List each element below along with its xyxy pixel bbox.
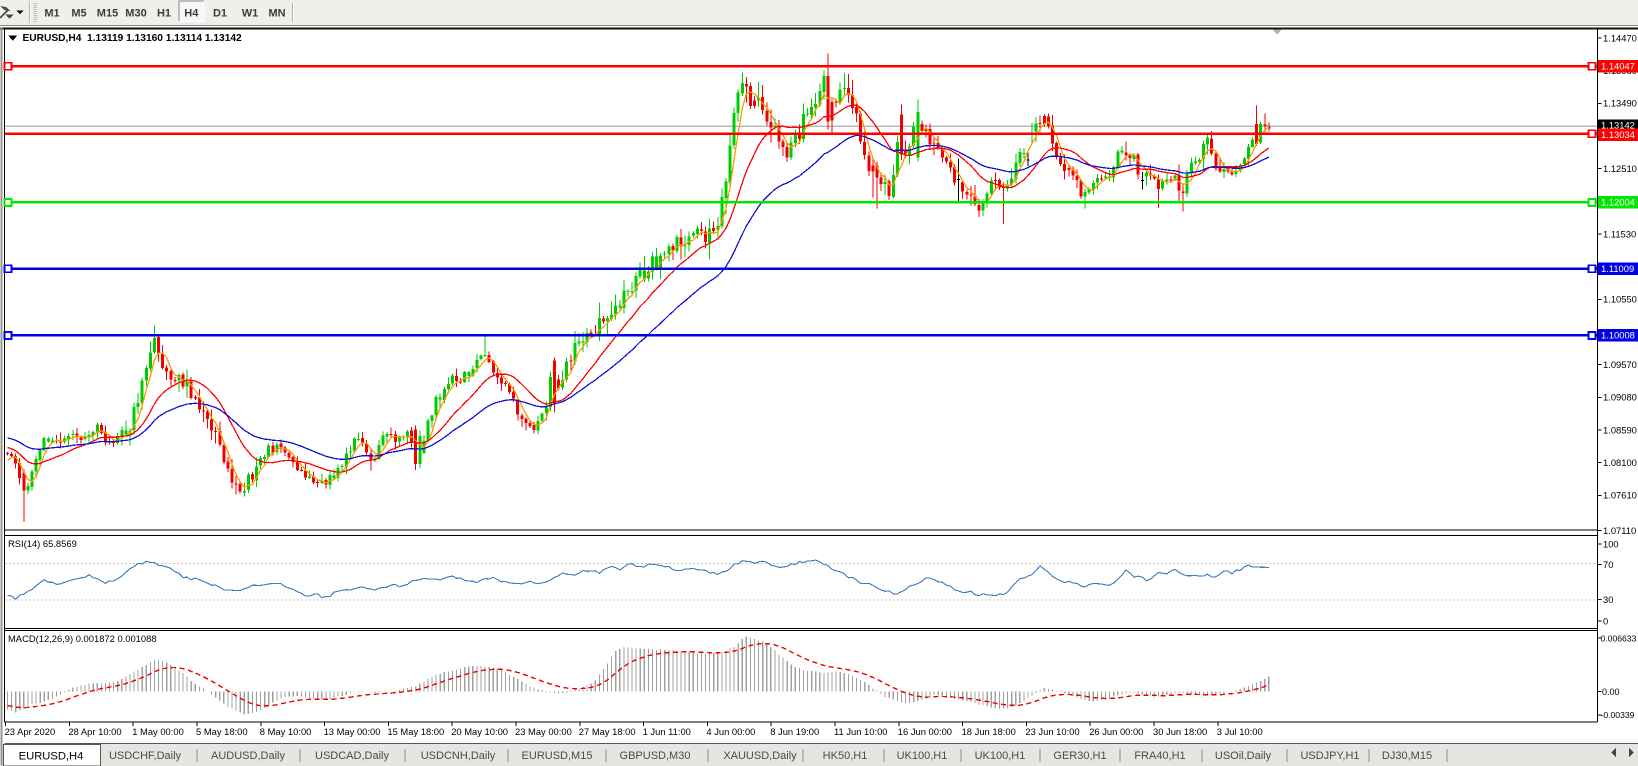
- svg-text:8 Jun 19:00: 8 Jun 19:00: [770, 726, 819, 737]
- svg-text:30: 30: [1603, 594, 1613, 605]
- svg-text:70: 70: [1603, 559, 1613, 570]
- svg-text:H4: H4: [184, 8, 199, 20]
- svg-text:8 May 10:00: 8 May 10:00: [260, 726, 312, 737]
- svg-text:1.10550: 1.10550: [1603, 294, 1637, 305]
- svg-text:EURUSD,H4 1.13119 1.13160 1.1: EURUSD,H4 1.13119 1.13160 1.13114 1.1314…: [23, 33, 243, 44]
- svg-text:15 May 18:00: 15 May 18:00: [387, 726, 444, 737]
- svg-text:MACD(12,26,9) 0.001872 0.00108: MACD(12,26,9) 0.001872 0.001088: [8, 633, 157, 644]
- svg-text:1 Jun 11:00: 1 Jun 11:00: [643, 726, 691, 737]
- svg-text:1.11530: 1.11530: [1603, 228, 1636, 239]
- svg-text:0.00: 0.00: [1602, 687, 1620, 697]
- svg-text:GER30,H1: GER30,H1: [1053, 750, 1106, 762]
- svg-text:0: 0: [1603, 615, 1608, 626]
- svg-text:18 Jun 18:00: 18 Jun 18:00: [962, 726, 1016, 737]
- svg-text:23 Jun 10:00: 23 Jun 10:00: [1025, 726, 1079, 737]
- svg-text:DJ30,M15: DJ30,M15: [1382, 750, 1432, 762]
- svg-text:1.11009: 1.11009: [1601, 263, 1634, 274]
- svg-text:1 May 00:00: 1 May 00:00: [132, 726, 184, 737]
- svg-text:USOil,Daily: USOil,Daily: [1215, 750, 1272, 762]
- svg-text:1.08590: 1.08590: [1603, 424, 1637, 435]
- svg-text:M5: M5: [71, 8, 86, 20]
- svg-text:4 Jun 00:00: 4 Jun 00:00: [706, 726, 755, 737]
- svg-text:UK100,H1: UK100,H1: [975, 750, 1026, 762]
- svg-text:EURUSD,M15: EURUSD,M15: [522, 750, 593, 762]
- svg-text:30 Jun 18:00: 30 Jun 18:00: [1153, 726, 1207, 737]
- svg-text:5 May 18:00: 5 May 18:00: [196, 726, 248, 737]
- svg-text:1.13490: 1.13490: [1603, 98, 1637, 109]
- svg-text:MN: MN: [268, 8, 285, 20]
- svg-text:EURUSD,H4: EURUSD,H4: [19, 751, 84, 763]
- svg-text:1.10008: 1.10008: [1601, 330, 1635, 341]
- svg-text:1.09570: 1.09570: [1603, 359, 1637, 370]
- svg-text:-0.00339: -0.00339: [1601, 710, 1635, 720]
- svg-text:USDCAD,Daily: USDCAD,Daily: [315, 750, 389, 762]
- svg-text:1.12510: 1.12510: [1603, 163, 1637, 174]
- svg-text:23 Apr 2020: 23 Apr 2020: [5, 726, 56, 737]
- svg-text:1.12004: 1.12004: [1601, 197, 1635, 208]
- svg-text:USDJPY,H1: USDJPY,H1: [1300, 750, 1359, 762]
- svg-text:1.14047: 1.14047: [1601, 60, 1635, 71]
- svg-text:FRA40,H1: FRA40,H1: [1134, 750, 1185, 762]
- svg-text:13 May 00:00: 13 May 00:00: [324, 726, 381, 737]
- svg-text:1.07110: 1.07110: [1603, 525, 1636, 536]
- svg-text:D1: D1: [213, 8, 227, 20]
- svg-text:1.08100: 1.08100: [1603, 457, 1637, 468]
- svg-text:100: 100: [1603, 538, 1619, 549]
- svg-text:USDCNH,Daily: USDCNH,Daily: [421, 750, 496, 762]
- svg-text:23 May 00:00: 23 May 00:00: [515, 726, 572, 737]
- svg-text:HK50,H1: HK50,H1: [823, 750, 868, 762]
- svg-text:27 May 18:00: 27 May 18:00: [579, 726, 636, 737]
- svg-text:USDCHF,Daily: USDCHF,Daily: [109, 750, 182, 762]
- svg-text:28 Apr 10:00: 28 Apr 10:00: [68, 726, 121, 737]
- svg-text:1.13034: 1.13034: [1601, 129, 1635, 140]
- svg-text:M30: M30: [125, 8, 146, 20]
- svg-text:16 Jun 00:00: 16 Jun 00:00: [898, 726, 952, 737]
- svg-text:1.07610: 1.07610: [1603, 490, 1637, 501]
- svg-text:UK100,H1: UK100,H1: [897, 750, 948, 762]
- svg-text:H1: H1: [157, 8, 171, 20]
- svg-text:M15: M15: [97, 8, 118, 20]
- svg-text:1.14470: 1.14470: [1603, 32, 1637, 43]
- svg-text:3 Jul 10:00: 3 Jul 10:00: [1217, 726, 1263, 737]
- svg-text:W1: W1: [242, 8, 259, 20]
- svg-text:1.09080: 1.09080: [1603, 392, 1637, 403]
- svg-text:XAUUSD,Daily: XAUUSD,Daily: [723, 750, 797, 762]
- svg-text:GBPUSD,M30: GBPUSD,M30: [620, 750, 691, 762]
- svg-text:11 Jun 10:00: 11 Jun 10:00: [834, 726, 888, 737]
- svg-text:20 May 10:00: 20 May 10:00: [451, 726, 508, 737]
- svg-text:26 Jun 00:00: 26 Jun 00:00: [1089, 726, 1143, 737]
- svg-text:M1: M1: [44, 8, 59, 20]
- svg-text:RSI(14) 65.8569: RSI(14) 65.8569: [8, 538, 77, 549]
- svg-text:AUDUSD,Daily: AUDUSD,Daily: [211, 750, 285, 762]
- svg-text:0.006633: 0.006633: [1601, 633, 1637, 643]
- svg-text:1.13142: 1.13142: [1601, 120, 1635, 131]
